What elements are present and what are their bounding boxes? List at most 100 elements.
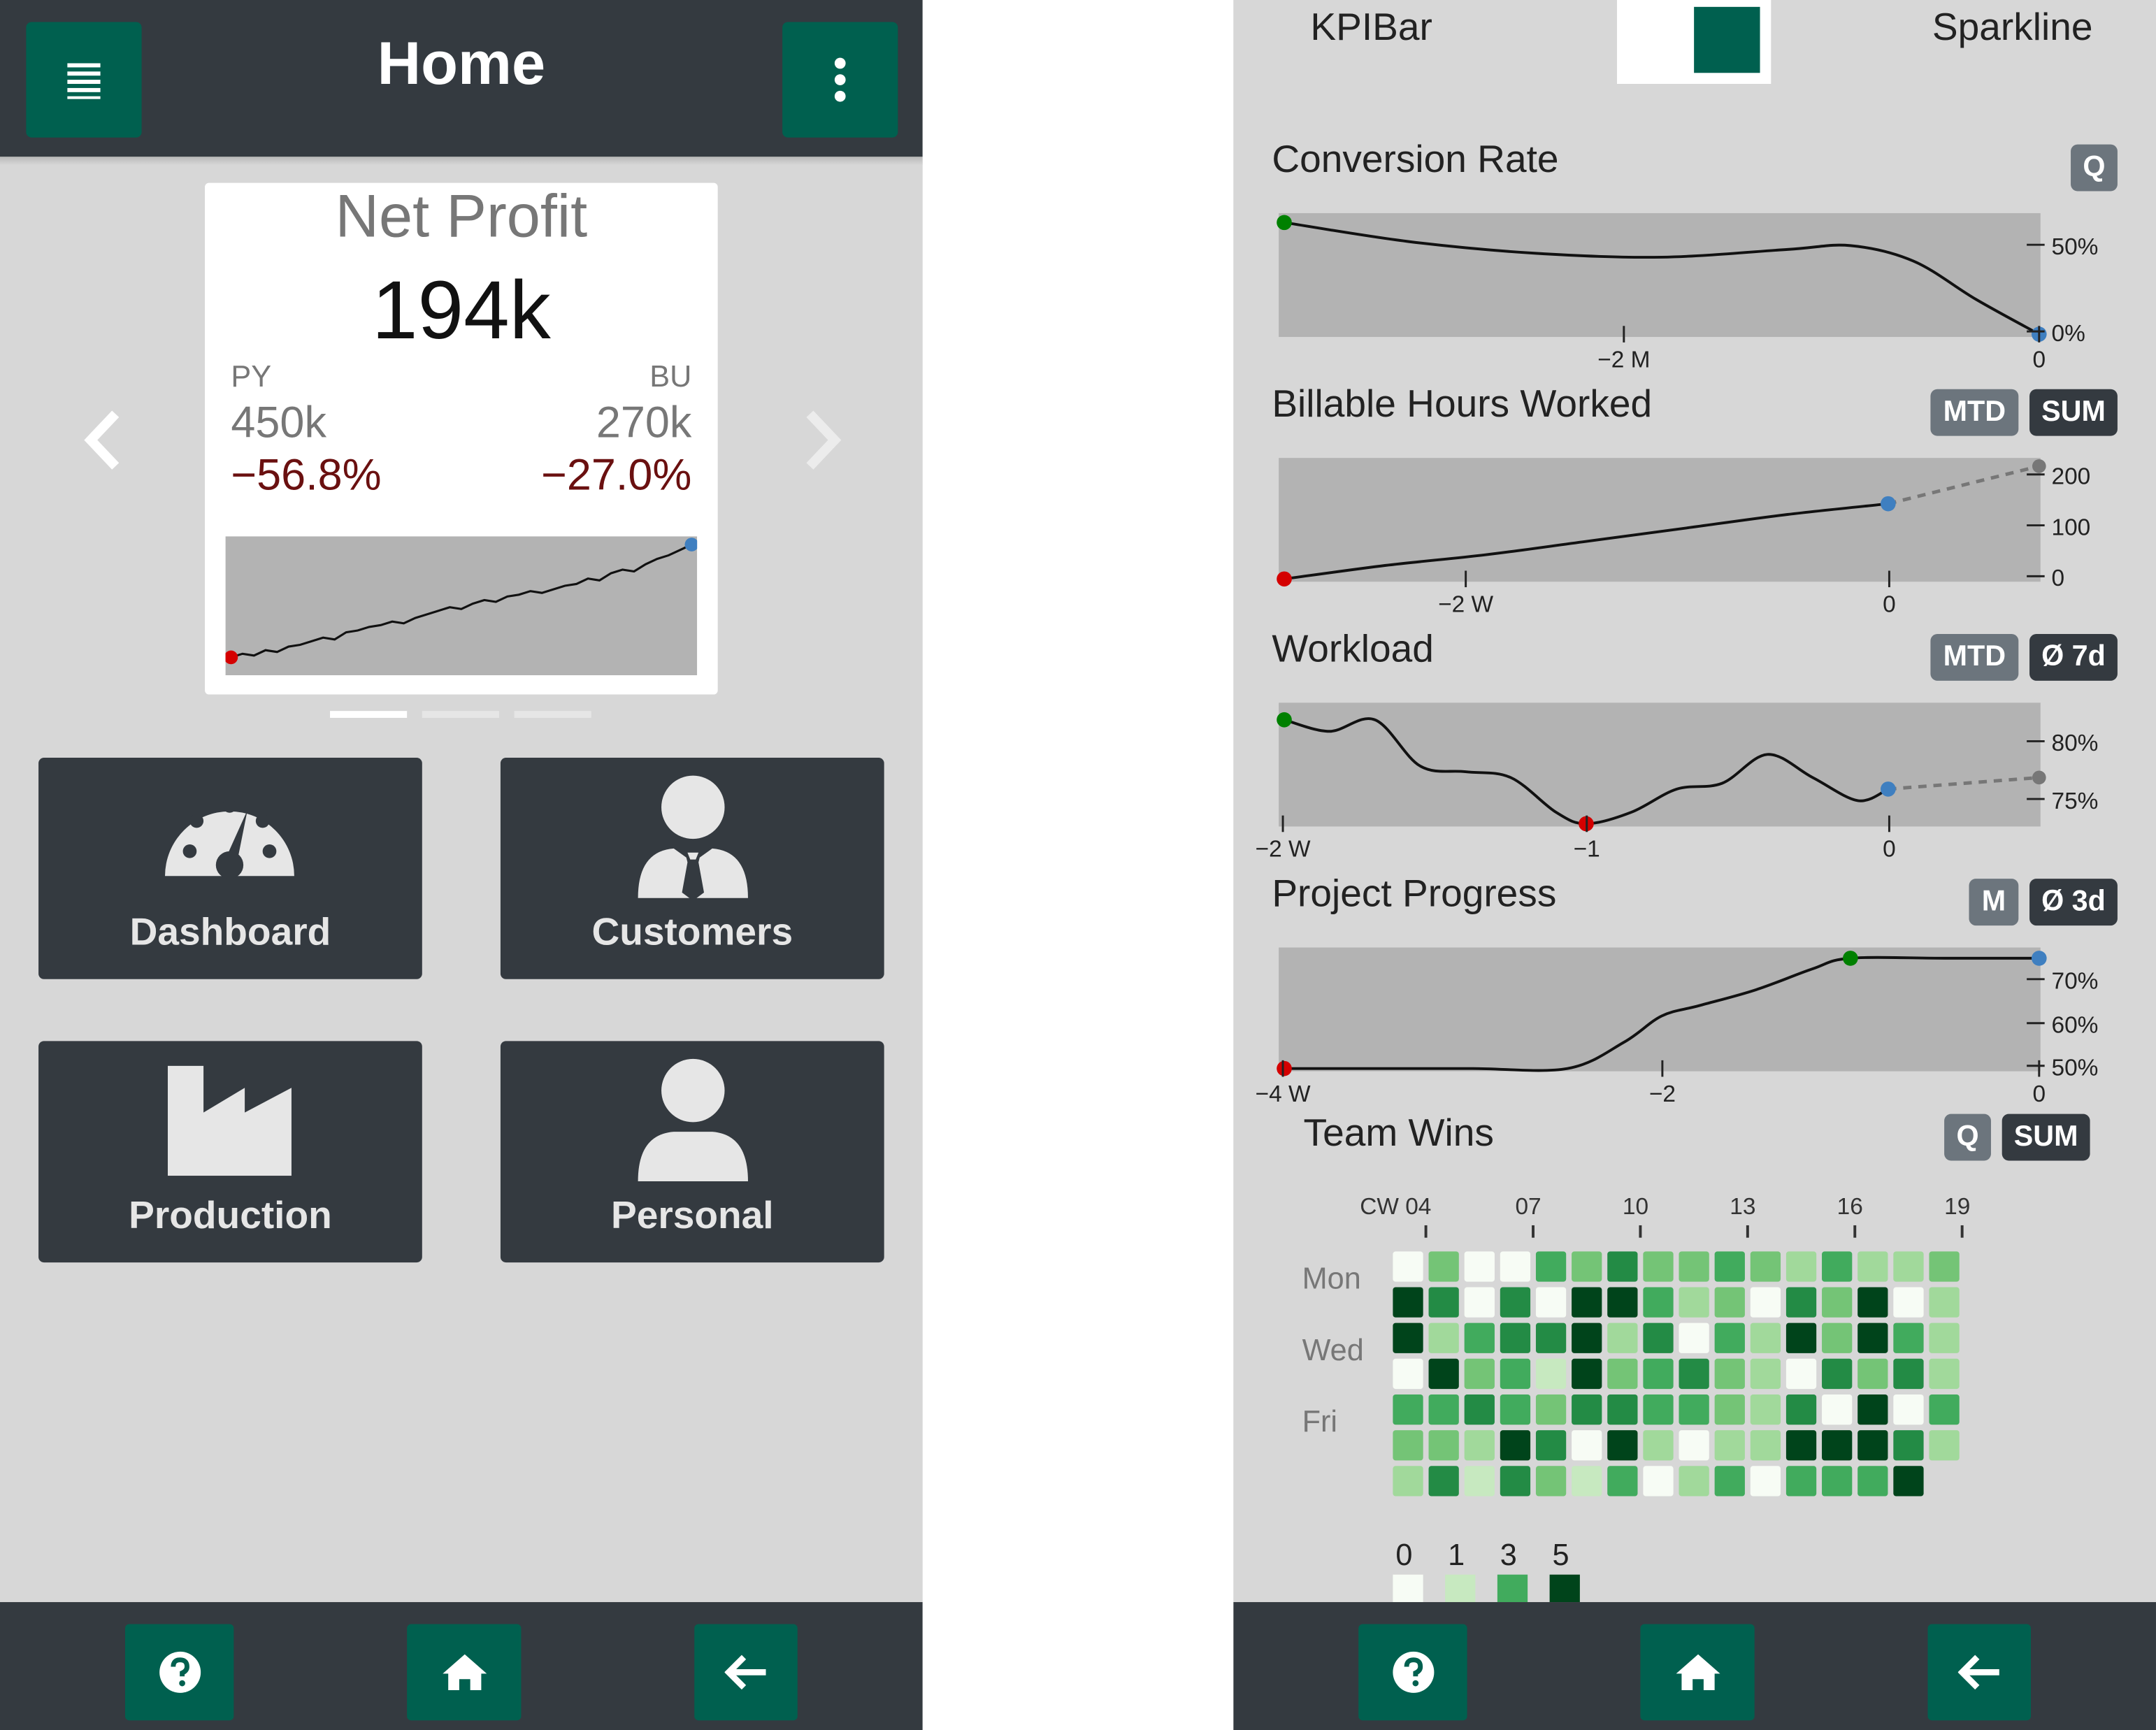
- home-button[interactable]: [407, 1624, 522, 1721]
- heatmap-cell[interactable]: [1428, 1466, 1459, 1497]
- heatmap-cell[interactable]: [1393, 1466, 1423, 1497]
- heatmap-cell[interactable]: [1572, 1358, 1602, 1390]
- tile-customers[interactable]: Customers: [500, 758, 884, 979]
- heatmap-cell[interactable]: [1822, 1322, 1853, 1353]
- heatmap-cell[interactable]: [1643, 1430, 1674, 1461]
- heatmap-cell[interactable]: [1464, 1322, 1495, 1353]
- heatmap-cell[interactable]: [1535, 1430, 1567, 1461]
- heatmap-cell[interactable]: [1857, 1394, 1888, 1425]
- heatmap-cell[interactable]: [1929, 1430, 1960, 1461]
- heatmap-cell[interactable]: [1785, 1430, 1817, 1461]
- heatmap-cell[interactable]: [1929, 1394, 1960, 1425]
- heatmap-cell[interactable]: [1500, 1251, 1531, 1282]
- heatmap-cell[interactable]: [1822, 1358, 1853, 1390]
- heatmap-cell[interactable]: [1893, 1322, 1924, 1353]
- heatmap-cell[interactable]: [1572, 1287, 1602, 1318]
- tile-production[interactable]: Production: [38, 1041, 422, 1263]
- more-options-button[interactable]: [782, 22, 898, 138]
- heatmap-cell[interactable]: [1643, 1394, 1674, 1425]
- heatmap-cell[interactable]: [1643, 1466, 1674, 1497]
- heatmap-cell[interactable]: [1535, 1394, 1567, 1425]
- badge-m[interactable]: M: [1969, 879, 2019, 926]
- heatmap-cell[interactable]: [1428, 1394, 1459, 1425]
- heatmap-cell[interactable]: [1714, 1394, 1745, 1425]
- heatmap-cell[interactable]: [1393, 1322, 1423, 1353]
- heatmap-cell[interactable]: [1607, 1322, 1638, 1353]
- heatmap-cell[interactable]: [1785, 1251, 1817, 1282]
- heatmap-cell[interactable]: [1822, 1251, 1853, 1282]
- heatmap-cell[interactable]: [1822, 1394, 1853, 1425]
- heatmap-cell[interactable]: [1500, 1358, 1531, 1390]
- badge-q[interactable]: Q: [1944, 1113, 1991, 1161]
- heatmap-cell[interactable]: [1643, 1322, 1674, 1353]
- heatmap-cell[interactable]: [1572, 1251, 1602, 1282]
- heatmap-cell[interactable]: [1464, 1394, 1495, 1425]
- heatmap-cell[interactable]: [1822, 1430, 1853, 1461]
- heatmap-cell[interactable]: [1714, 1466, 1745, 1497]
- help-button[interactable]: [1358, 1624, 1467, 1721]
- heatmap-cell[interactable]: [1929, 1358, 1960, 1390]
- heatmap-cell[interactable]: [1857, 1358, 1888, 1390]
- heatmap-cell[interactable]: [1857, 1466, 1888, 1497]
- heatmap-cell[interactable]: [1643, 1358, 1674, 1390]
- heatmap-cell[interactable]: [1535, 1322, 1567, 1353]
- heatmap-cell[interactable]: [1500, 1322, 1531, 1353]
- heatmap-cell[interactable]: [1607, 1430, 1638, 1461]
- heatmap-cell[interactable]: [1428, 1322, 1459, 1353]
- carousel-next-button[interactable]: [802, 405, 843, 474]
- heatmap-cell[interactable]: [1535, 1466, 1567, 1497]
- back-button[interactable]: [694, 1624, 798, 1721]
- heatmap-cell[interactable]: [1607, 1394, 1638, 1425]
- heatmap-cell[interactable]: [1464, 1430, 1495, 1461]
- kpi-card-net-profit[interactable]: Net Profit 194k PY 450k −56.8% BU 270k −…: [205, 182, 718, 695]
- tile-dashboard[interactable]: Dashboard: [38, 758, 422, 979]
- heatmap-cell[interactable]: [1393, 1251, 1423, 1282]
- heatmap-cell[interactable]: [1572, 1394, 1602, 1425]
- heatmap-cell[interactable]: [1929, 1322, 1960, 1353]
- tile-personal[interactable]: Personal: [500, 1041, 884, 1263]
- heatmap-cell[interactable]: [1857, 1322, 1888, 1353]
- home-button[interactable]: [1640, 1624, 1755, 1721]
- heatmap-cell[interactable]: [1785, 1466, 1817, 1497]
- heatmap-cell[interactable]: [1464, 1358, 1495, 1390]
- heatmap-cell[interactable]: [1750, 1394, 1781, 1425]
- heatmap-cell[interactable]: [1393, 1287, 1423, 1318]
- heatmap-cell[interactable]: [1464, 1466, 1495, 1497]
- heatmap-cell[interactable]: [1893, 1251, 1924, 1282]
- heatmap-cell[interactable]: [1750, 1466, 1781, 1497]
- badge-mtd[interactable]: MTD: [1930, 389, 2019, 436]
- heatmap-cell[interactable]: [1893, 1287, 1924, 1318]
- carousel-dot[interactable]: [422, 711, 499, 718]
- back-button[interactable]: [1927, 1624, 2032, 1721]
- heatmap-cell[interactable]: [1428, 1358, 1459, 1390]
- heatmap-cell[interactable]: [1679, 1322, 1709, 1353]
- heatmap-cell[interactable]: [1393, 1358, 1423, 1390]
- heatmap-cell[interactable]: [1929, 1251, 1960, 1282]
- heatmap-cell[interactable]: [1679, 1430, 1709, 1461]
- heatmap-cell[interactable]: [1607, 1358, 1638, 1390]
- heatmap-cell[interactable]: [1714, 1322, 1745, 1353]
- heatmap-cell[interactable]: [1750, 1358, 1781, 1390]
- heatmap-cell[interactable]: [1428, 1251, 1459, 1282]
- heatmap-cell[interactable]: [1857, 1430, 1888, 1461]
- heatmap-cell[interactable]: [1893, 1358, 1924, 1390]
- carousel-dot[interactable]: [330, 711, 408, 718]
- heatmap-cell[interactable]: [1607, 1287, 1638, 1318]
- heatmap-cell[interactable]: [1393, 1394, 1423, 1425]
- heatmap-cell[interactable]: [1393, 1430, 1423, 1461]
- toggle-switch[interactable]: [1616, 0, 1771, 85]
- carousel-prev-button[interactable]: [82, 405, 124, 474]
- badge--3d[interactable]: Ø 3d: [2029, 879, 2118, 926]
- heatmap-cell[interactable]: [1500, 1430, 1531, 1461]
- heatmap-cell[interactable]: [1679, 1251, 1709, 1282]
- heatmap-cell[interactable]: [1679, 1358, 1709, 1390]
- badge-sum[interactable]: SUM: [2029, 389, 2118, 436]
- heatmap-cell[interactable]: [1750, 1430, 1781, 1461]
- heatmap-cell[interactable]: [1500, 1287, 1531, 1318]
- heatmap-cell[interactable]: [1607, 1466, 1638, 1497]
- heatmap-cell[interactable]: [1535, 1251, 1567, 1282]
- heatmap-cell[interactable]: [1822, 1287, 1853, 1318]
- heatmap-cell[interactable]: [1464, 1251, 1495, 1282]
- heatmap-cell[interactable]: [1785, 1287, 1817, 1318]
- badge-mtd[interactable]: MTD: [1930, 633, 2019, 681]
